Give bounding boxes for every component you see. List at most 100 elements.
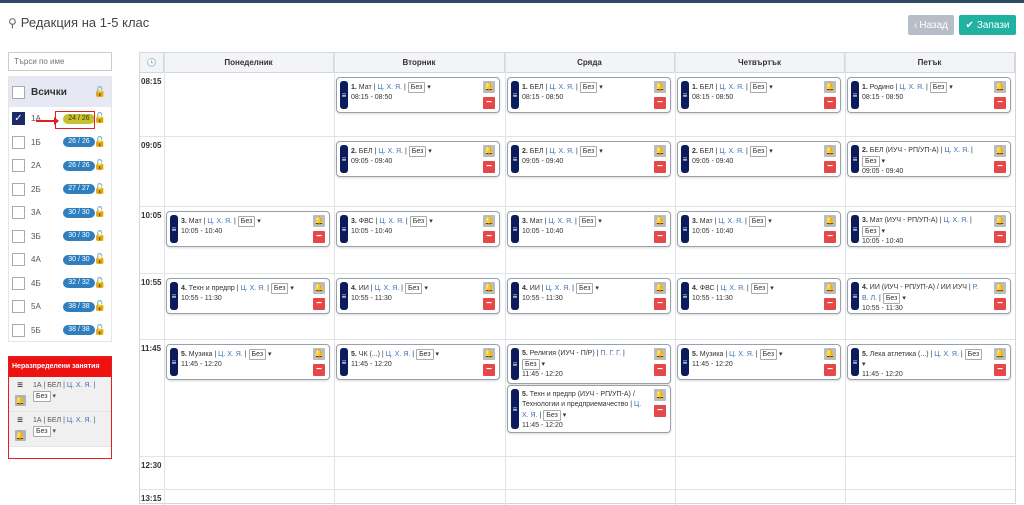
lesson-teacher[interactable]: П. Г. Г. bbox=[600, 350, 622, 357]
remove-button[interactable]: − bbox=[313, 298, 325, 310]
remove-button[interactable]: − bbox=[654, 364, 666, 376]
lesson-card[interactable]: ≡ 5. Религия (ИУЧ - П/Р) | П. Г. Г. | Без… bbox=[507, 344, 671, 384]
lesson-card[interactable]: ≡ 2. БЕЛ (ИУЧ - РП/УП-А) | Ц. Х. Я. | Без… bbox=[847, 141, 1011, 177]
bell-icon[interactable]: 🔔 bbox=[313, 215, 325, 227]
bell-icon[interactable]: 🔔 bbox=[483, 282, 495, 294]
lesson-select[interactable]: Без bbox=[33, 426, 51, 437]
lesson-card[interactable]: ≡ 5. Музика | Ц. Х. Я. | Без ▾ 11:45 - 12:… bbox=[677, 344, 841, 380]
bell-icon[interactable]: 🔔 bbox=[654, 389, 666, 401]
bell-icon[interactable]: 🔔 bbox=[824, 282, 836, 294]
lesson-teacher[interactable]: Ц. Х. Я. bbox=[934, 351, 959, 358]
lesson-teacher[interactable]: Ц. Х. Я. bbox=[718, 218, 744, 225]
drag-handle-icon[interactable]: ≡ bbox=[851, 282, 859, 310]
lesson-select[interactable]: Без bbox=[270, 283, 289, 294]
lesson-teacher[interactable]: Ц. Х. Я. bbox=[548, 218, 574, 225]
lesson-select[interactable]: Без bbox=[575, 283, 594, 294]
drag-handle-icon[interactable]: ≡ bbox=[170, 282, 178, 310]
drag-handle-icon[interactable]: ≡ bbox=[851, 145, 859, 173]
lesson-select[interactable]: Без bbox=[862, 226, 880, 237]
class-checkbox[interactable] bbox=[12, 206, 25, 220]
bell-icon[interactable]: 🔔 bbox=[994, 348, 1006, 360]
lesson-select[interactable]: Без bbox=[748, 216, 767, 227]
lock-icon[interactable]: 🔓 bbox=[93, 301, 106, 313]
drag-handle-icon[interactable]: ≡ bbox=[170, 215, 178, 243]
class-row[interactable]: 4Б 32 / 32 🔓 bbox=[9, 272, 111, 296]
drag-handle-icon[interactable]: ≡ bbox=[851, 215, 859, 243]
save-button[interactable]: ✔ Запази bbox=[959, 15, 1016, 35]
lesson-teacher[interactable]: Ц. Х. Я. bbox=[944, 147, 970, 154]
lesson-select[interactable]: Без bbox=[964, 349, 983, 360]
remove-button[interactable]: − bbox=[994, 231, 1006, 243]
class-row[interactable]: 2А 26 / 26 🔓 bbox=[9, 154, 111, 178]
lock-icon[interactable]: 🔓 bbox=[93, 207, 106, 219]
lesson-select[interactable]: Без bbox=[882, 293, 901, 304]
lesson-teacher[interactable]: Ц. Х. Я. bbox=[374, 285, 400, 292]
lesson-teacher[interactable]: Ц. Х. Я. bbox=[729, 351, 754, 358]
drag-handle-icon[interactable]: ≡ bbox=[681, 348, 689, 376]
lesson-select[interactable]: Без bbox=[407, 82, 426, 93]
class-checkbox[interactable] bbox=[12, 276, 25, 290]
lesson-teacher[interactable]: Ц. Х. Я. bbox=[377, 84, 403, 91]
lesson-teacher[interactable]: Ц. Х. Я. bbox=[720, 285, 745, 292]
lesson-select[interactable]: Без bbox=[522, 359, 540, 370]
remove-button[interactable]: − bbox=[824, 298, 836, 310]
remove-button[interactable]: − bbox=[483, 97, 495, 109]
lesson-teacher[interactable]: Ц. Х. Я. bbox=[899, 84, 925, 91]
lesson-teacher[interactable]: Ц. Х. Я. bbox=[549, 84, 575, 91]
drag-handle-icon[interactable]: ≡ bbox=[511, 389, 519, 429]
bell-icon[interactable]: 🔔 bbox=[483, 215, 495, 227]
lesson-select[interactable]: Без bbox=[750, 283, 769, 294]
bell-icon[interactable]: 🔔 bbox=[483, 81, 495, 93]
class-row[interactable]: 3Б 30 / 30 🔓 bbox=[9, 225, 111, 249]
drag-handle-icon[interactable]: ≡ bbox=[681, 145, 689, 173]
lesson-teacher[interactable]: Ц. Х. Я. bbox=[66, 417, 92, 424]
drag-handle-icon[interactable]: ≡ bbox=[340, 215, 348, 243]
remove-button[interactable]: − bbox=[483, 231, 495, 243]
lesson-card[interactable]: ≡ 5. Музика | Ц. Х. Я. | Без ▾ 11:45 - 12:… bbox=[166, 344, 330, 380]
class-row[interactable]: 5Б 38 / 38 🔓 bbox=[9, 319, 111, 343]
bell-icon[interactable]: 🔔 bbox=[824, 215, 836, 227]
remove-button[interactable]: − bbox=[654, 231, 666, 243]
remove-button[interactable]: − bbox=[994, 97, 1006, 109]
drag-handle-icon[interactable]: ≡ bbox=[681, 282, 689, 310]
class-checkbox[interactable]: ✓ bbox=[12, 112, 25, 126]
lesson-select[interactable]: Без bbox=[409, 216, 428, 227]
remove-button[interactable]: − bbox=[654, 405, 666, 417]
drag-handle-icon[interactable]: ≡ bbox=[17, 415, 23, 426]
class-checkbox[interactable] bbox=[12, 135, 25, 149]
back-button[interactable]: ‹ Назад bbox=[908, 15, 954, 35]
lesson-card[interactable]: ≡ 4. ИИ (ИУЧ - РП/УП-А) / ИИ ИУЧ | Р. В. … bbox=[847, 278, 1011, 314]
lesson-teacher[interactable]: Ц. Х. Я. bbox=[719, 84, 745, 91]
drag-handle-icon[interactable]: ≡ bbox=[340, 282, 348, 310]
lock-icon[interactable]: 🔓 bbox=[93, 113, 106, 125]
remove-button[interactable]: − bbox=[994, 298, 1006, 310]
search-input[interactable] bbox=[8, 52, 112, 71]
remove-button[interactable]: − bbox=[994, 364, 1006, 376]
lock-icon[interactable]: 🔓 bbox=[93, 254, 106, 266]
class-all-row[interactable]: Всички 🔓 bbox=[9, 77, 111, 107]
drag-handle-icon[interactable]: ≡ bbox=[170, 348, 178, 376]
lesson-select[interactable]: Без bbox=[408, 146, 427, 157]
lesson-card[interactable]: ≡ 4. Техн и предпр | Ц. Х. Я. | Без ▾ 10:5… bbox=[166, 278, 330, 314]
lesson-card[interactable]: ≡ 5. ЧК (...) | Ц. Х. Я. | Без ▾ 11:45 - 1… bbox=[336, 344, 500, 380]
lesson-card[interactable]: ≡ 4. ИИ | Ц. Х. Я. | Без ▾ 10:55 - 11:30 🔔 − bbox=[507, 278, 671, 314]
bell-icon[interactable]: 🔔 bbox=[14, 395, 26, 406]
lesson-teacher[interactable]: Р. В. Л. bbox=[862, 284, 978, 302]
lesson-select[interactable]: Без bbox=[749, 82, 768, 93]
lesson-teacher[interactable]: Ц. Х. Я. bbox=[719, 148, 745, 155]
class-row[interactable]: 3А 30 / 30 🔓 bbox=[9, 201, 111, 225]
drag-handle-icon[interactable]: ≡ bbox=[340, 348, 348, 376]
lesson-select[interactable]: Без bbox=[929, 82, 948, 93]
lesson-teacher[interactable]: Ц. Х. Я. bbox=[545, 285, 571, 292]
lesson-teacher[interactable]: Ц. Х. Я. bbox=[385, 351, 411, 358]
lesson-card[interactable]: ≡ 1. БЕЛ | Ц. Х. Я. | Без ▾ 08:15 - 08:50 🔔… bbox=[507, 77, 671, 113]
drag-handle-icon[interactable]: ≡ bbox=[681, 215, 689, 243]
remove-button[interactable]: − bbox=[824, 97, 836, 109]
lesson-card[interactable]: ≡ 3. ФВС | Ц. Х. Я. | Без ▾ 10:05 - 10:40 🔔… bbox=[336, 211, 500, 247]
bell-icon[interactable]: 🔔 bbox=[313, 282, 325, 294]
class-checkbox[interactable] bbox=[12, 159, 25, 173]
bell-icon[interactable]: 🔔 bbox=[654, 348, 666, 360]
remove-button[interactable]: − bbox=[994, 161, 1006, 173]
lesson-card[interactable]: ≡ 4. ФВС | Ц. Х. Я. | Без ▾ 10:55 - 11:30 🔔… bbox=[677, 278, 841, 314]
bell-icon[interactable]: 🔔 bbox=[654, 282, 666, 294]
